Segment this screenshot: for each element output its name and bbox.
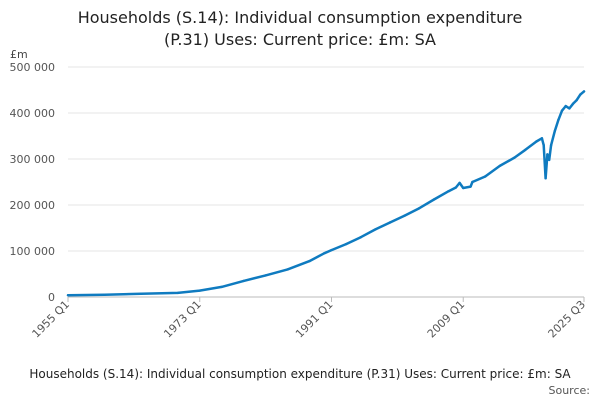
data-point (548, 158, 551, 162)
x-tick-label: 1973 Q1 (161, 298, 204, 341)
y-tick-label: 100 000 (10, 245, 56, 258)
data-point (308, 259, 311, 263)
data-point (498, 164, 501, 168)
y-axis-unit-label: £m (10, 48, 28, 61)
data-point (454, 186, 458, 189)
data-point (103, 293, 106, 296)
data-point (344, 242, 348, 246)
series-line (66, 90, 586, 297)
gridlines (68, 66, 584, 298)
data-point (560, 109, 564, 112)
y-tick-label: 200 000 (10, 199, 56, 212)
chart-title-line-2: (P.31) Uses: Current price: £m: SA (164, 30, 436, 49)
x-axis-ticks: 1955 Q1 1973 Q1 1991 Q1 2009 Q1 2025 Q3 (30, 297, 589, 341)
data-point (458, 181, 461, 185)
data-point (66, 294, 70, 297)
source-label: Source: (549, 384, 591, 397)
data-point (582, 90, 586, 93)
data-point (575, 98, 578, 102)
data-point (140, 292, 143, 295)
y-axis-ticks: 0 100 000 200 000 300 000 400 000 500 000 (10, 61, 56, 304)
data-point (264, 274, 267, 277)
data-point (374, 228, 377, 231)
data-point (571, 102, 575, 106)
data-point (469, 185, 472, 188)
data-point (549, 144, 553, 147)
data-point (553, 130, 556, 133)
x-tick-label: 1991 Q1 (293, 298, 336, 341)
data-point (176, 291, 179, 295)
data-point (388, 221, 392, 224)
data-point (198, 289, 201, 292)
data-point (542, 144, 545, 147)
data-point (564, 104, 567, 108)
data-point (330, 248, 333, 252)
x-tick-label: 1955 Q1 (30, 298, 73, 341)
x-tick-label: 2025 Q3 (546, 298, 589, 341)
y-tick-label: 0 (48, 291, 55, 304)
data-point (286, 268, 289, 271)
data-point (540, 137, 544, 140)
data-point (471, 180, 474, 184)
y-tick-label: 500 000 (10, 61, 56, 74)
data-point (544, 177, 547, 180)
y-tick-label: 400 000 (10, 107, 56, 120)
data-point (359, 236, 362, 239)
data-point (535, 140, 538, 143)
plot-area (66, 90, 586, 297)
data-point (220, 285, 223, 289)
data-point (242, 279, 245, 283)
data-point (323, 252, 326, 255)
data-point (568, 107, 571, 110)
chart-title-line-1: Households (S.14): Individual consumptio… (78, 8, 523, 27)
data-point (403, 214, 406, 217)
data-point (447, 190, 450, 193)
data-point (557, 118, 560, 122)
data-point (579, 93, 582, 96)
data-point (513, 156, 516, 159)
data-point (418, 207, 421, 210)
data-point (462, 186, 465, 190)
data-point (546, 153, 549, 156)
x-tick-label: 2009 Q1 (425, 298, 468, 341)
data-point (432, 198, 436, 201)
legend-label: Households (S.14): Individual consumptio… (29, 367, 571, 381)
data-point (484, 175, 487, 178)
y-tick-label: 300 000 (10, 153, 56, 166)
data-point (524, 148, 527, 151)
